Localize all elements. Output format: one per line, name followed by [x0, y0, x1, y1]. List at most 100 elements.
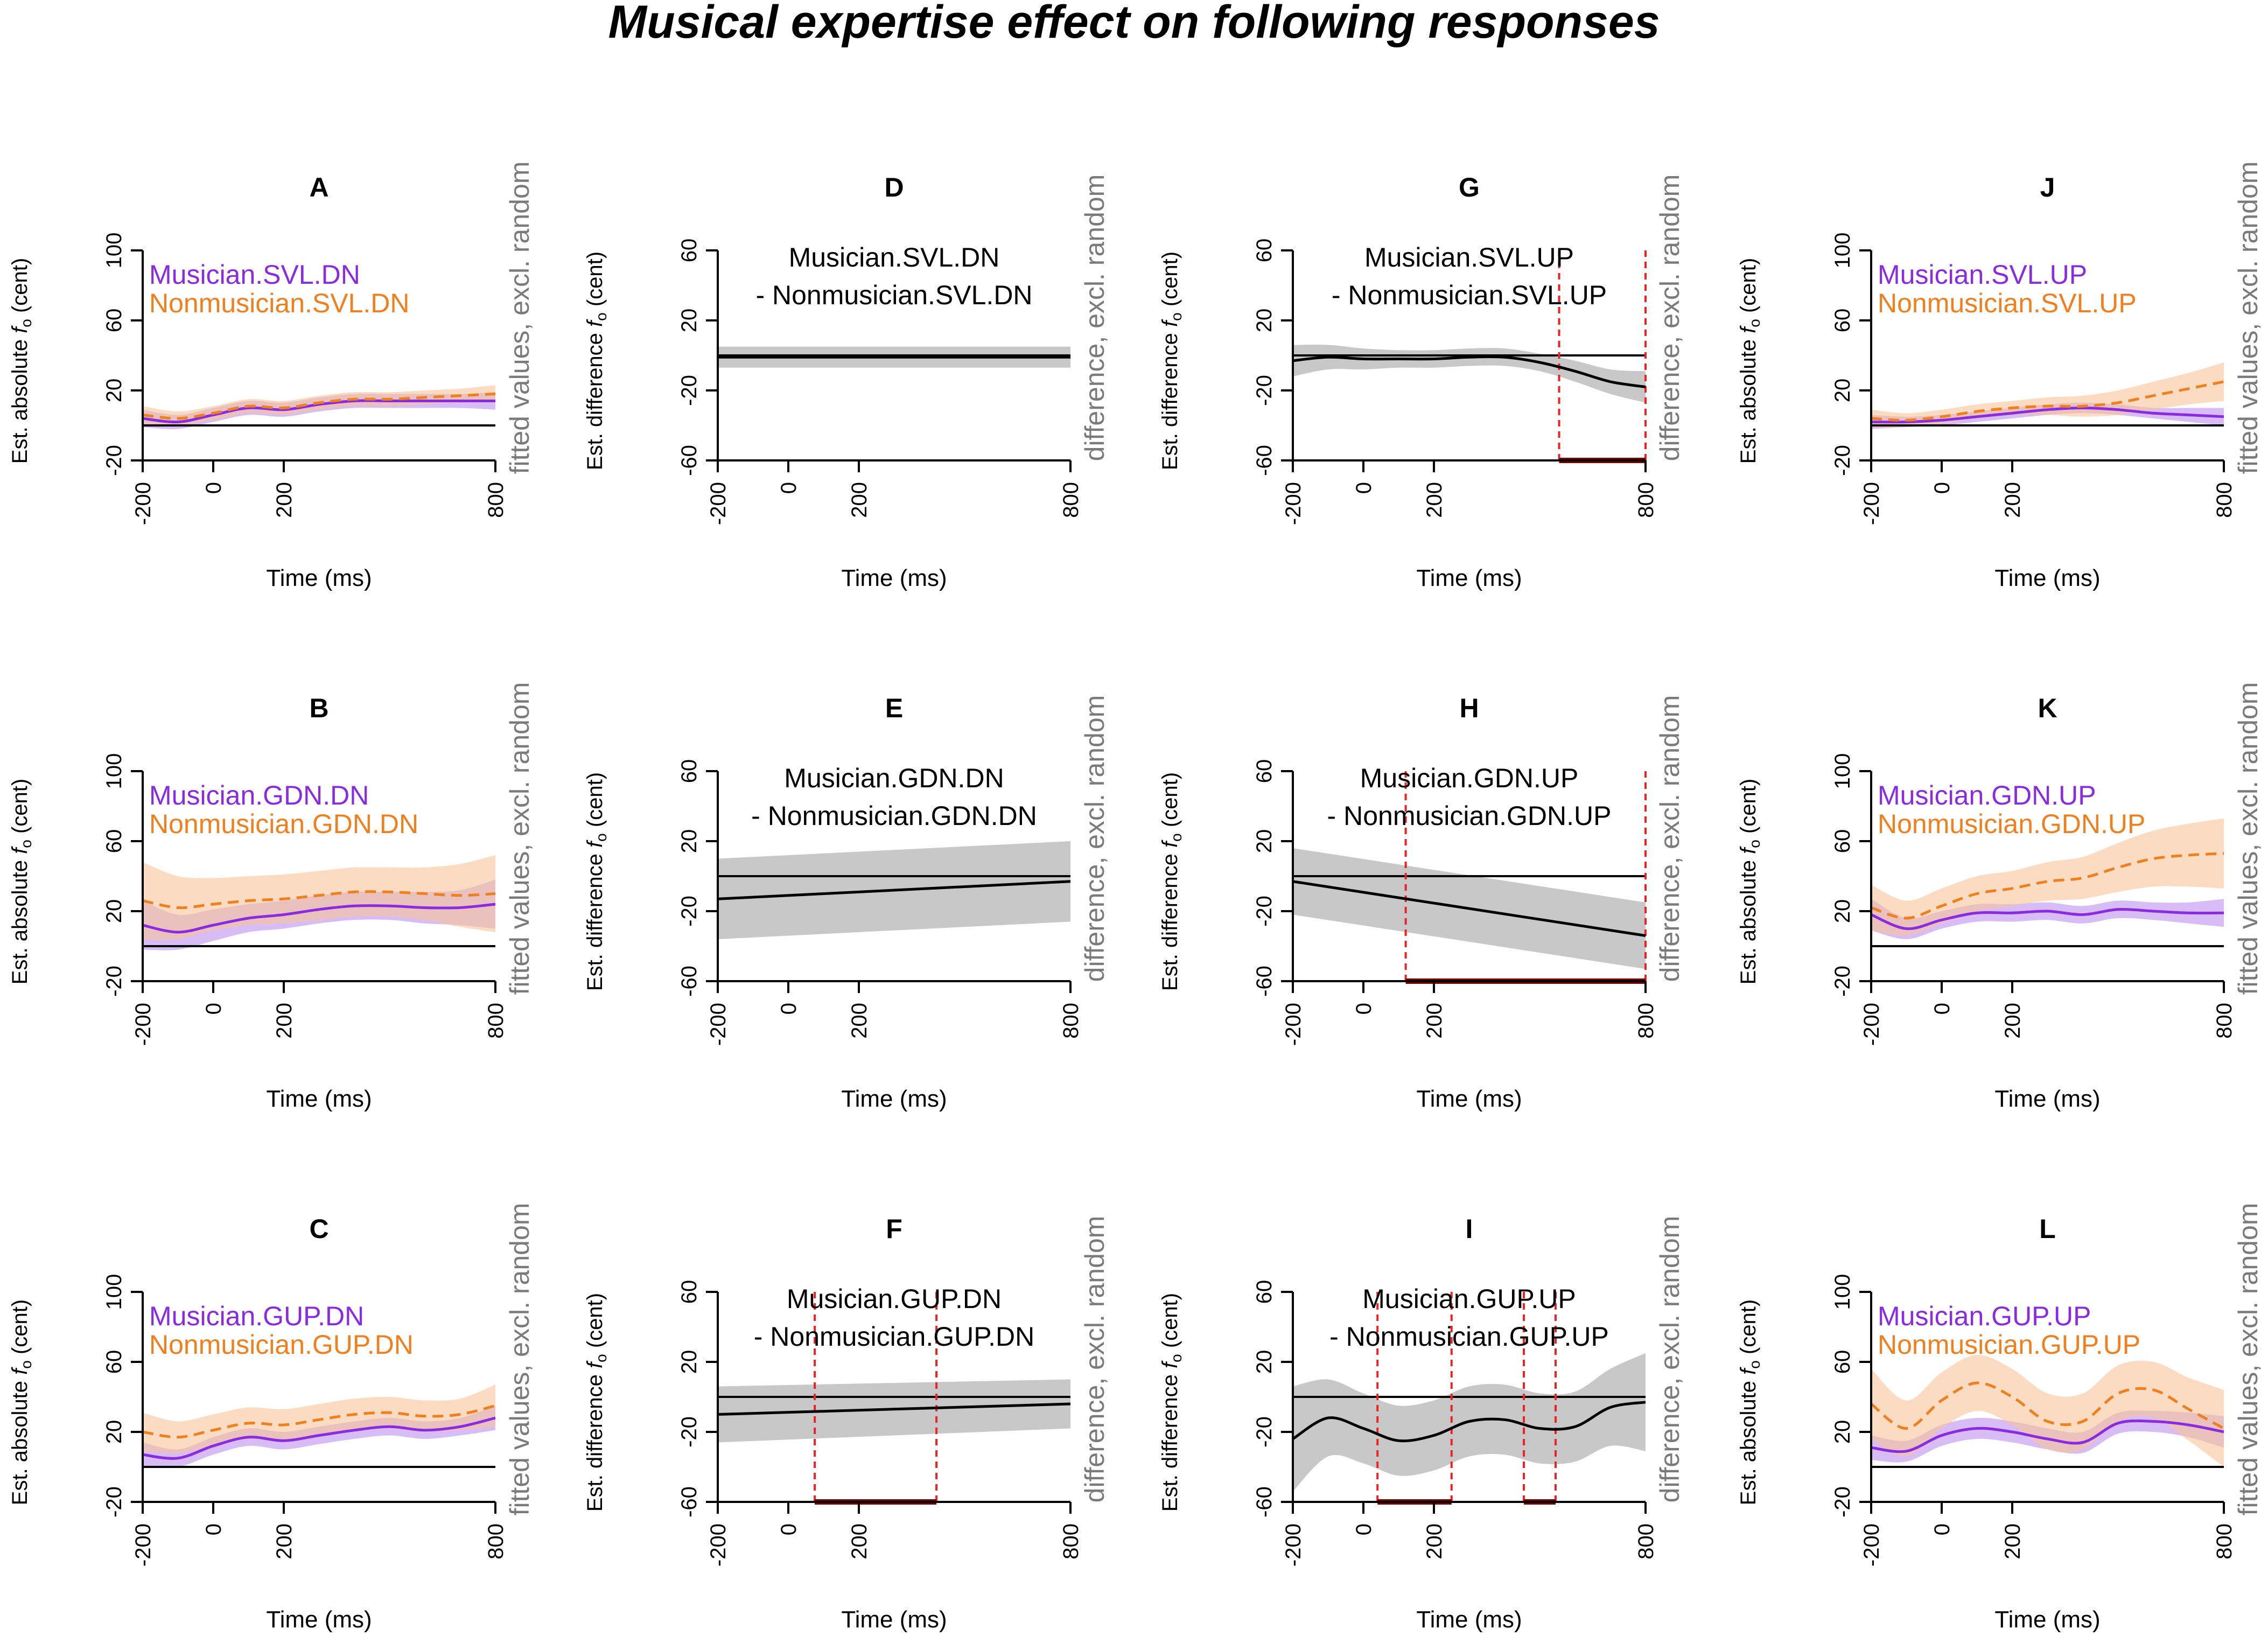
- y-tick-label: -20: [677, 896, 701, 927]
- y-tick-label: 60: [102, 829, 126, 854]
- y-tick-label: -60: [677, 966, 701, 997]
- y-tick-label: -20: [102, 1486, 126, 1518]
- x-tick-label: 0: [1352, 1523, 1376, 1535]
- x-axis-label: Time (ms): [1416, 1086, 1522, 1112]
- difference-label-line-1: Musician.GDN.UP: [1360, 763, 1579, 793]
- musician-fit-line: [1871, 908, 2224, 931]
- y-tick-label: 60: [1831, 1350, 1854, 1374]
- x-tick-label: -200: [1860, 1523, 1884, 1567]
- y-tick-label: 60: [677, 1280, 701, 1304]
- y-axis-label: Est. absolute fo (cent): [8, 1299, 34, 1505]
- y-axis-label: Est. absolute fo (cent): [8, 258, 34, 464]
- y-tick-label: 100: [1831, 753, 1854, 789]
- x-tick-label: 800: [1059, 482, 1083, 518]
- nonmusician-ci-band: [143, 855, 495, 940]
- y-tick-label: -60: [1252, 445, 1276, 476]
- difference-label-line-1: Musician.GDN.DN: [784, 763, 1004, 793]
- y-tick-label: 20: [1252, 829, 1276, 854]
- x-tick-label: -200: [1282, 1523, 1305, 1567]
- nonmusician-fit-line: [142, 1404, 496, 1439]
- y-tick-label: -20: [677, 375, 701, 406]
- x-tick-label: 0: [777, 1003, 801, 1015]
- y-tick-label: 60: [1831, 829, 1854, 854]
- legend-nonmusician: Nonmusician.GDN.UP: [1878, 809, 2145, 839]
- musician-fit-line: [142, 399, 495, 424]
- legend-musician: Musician.GDN.DN: [149, 780, 369, 810]
- difference-label-line-2: - Nonmusician.SVL.UP: [1332, 280, 1607, 310]
- y-tick-label: 60: [1252, 239, 1276, 263]
- difference-fit-line: [1292, 1401, 1646, 1443]
- x-tick-label: 200: [1423, 1523, 1446, 1560]
- x-axis-label: Time (ms): [266, 565, 372, 591]
- x-tick-label: 800: [484, 1523, 508, 1560]
- legend-musician: Musician.GUP.DN: [149, 1301, 364, 1331]
- side-label: fitted values, excl. random: [2233, 1203, 2263, 1516]
- x-tick-label: -200: [131, 482, 155, 525]
- panel-letter: J: [2040, 172, 2055, 202]
- x-tick-label: 200: [848, 482, 871, 518]
- nonmusician-fit-line: [142, 393, 496, 420]
- y-tick-label: -60: [1252, 1486, 1276, 1518]
- difference-label-line-1: Musician.SVL.DN: [789, 242, 1000, 272]
- x-tick-label: 0: [202, 1523, 226, 1535]
- difference-ci-band: [718, 1379, 1070, 1443]
- difference-label-line-1: Musician.GUP.DN: [787, 1284, 1002, 1314]
- figure-title: Musical expertise effect on following re…: [608, 0, 1660, 48]
- x-tick-label: 200: [2001, 1523, 2025, 1560]
- x-tick-label: 800: [1634, 482, 1658, 518]
- legend-nonmusician: Nonmusician.SVL.DN: [149, 288, 410, 318]
- y-tick-label: -60: [677, 445, 701, 476]
- x-tick-label: 200: [1423, 482, 1446, 518]
- x-tick-label: 0: [1930, 1003, 1954, 1015]
- nonmusician-ci-band: [1871, 1354, 2224, 1467]
- x-tick-label: 200: [272, 1523, 296, 1560]
- x-tick-label: 200: [848, 1523, 871, 1560]
- x-axis-label: Time (ms): [1994, 1086, 2100, 1112]
- y-axis-label: Est. absolute fo (cent): [1737, 258, 1763, 464]
- difference-ci-band: [1293, 345, 1646, 403]
- y-tick-label: 20: [102, 1420, 126, 1444]
- y-tick-label: 100: [102, 233, 126, 269]
- x-tick-label: 800: [484, 482, 508, 518]
- legend-musician: Musician.SVL.DN: [149, 260, 360, 290]
- x-tick-label: -200: [1860, 482, 1884, 525]
- difference-label-line-1: Musician.GUP.UP: [1362, 1284, 1576, 1314]
- panel-grid: AMusician.SVL.DNNonmusician.SVL.DN-20206…: [8, 162, 2263, 1633]
- x-tick-label: 200: [2001, 1003, 2025, 1039]
- side-label: difference, excl. random: [1080, 695, 1110, 982]
- panel-letter: C: [309, 1214, 328, 1244]
- side-label: difference, excl. random: [1080, 1216, 1110, 1503]
- y-tick-label: 100: [102, 1274, 126, 1310]
- x-tick-label: -200: [1282, 1003, 1305, 1046]
- side-label: difference, excl. random: [1655, 695, 1685, 982]
- difference-fit-line: [1292, 880, 1646, 937]
- y-tick-label: 20: [677, 309, 701, 333]
- panel-letter: K: [2038, 693, 2057, 723]
- legend-nonmusician: Nonmusician.SVL.UP: [1878, 288, 2137, 318]
- y-tick-label: -20: [1252, 375, 1276, 406]
- y-axis-label: Est. difference fo (cent): [1158, 251, 1185, 470]
- x-tick-label: 800: [1059, 1523, 1083, 1560]
- difference-label-line-2: - Nonmusician.GUP.UP: [1329, 1322, 1609, 1352]
- y-tick-label: 100: [1831, 233, 1854, 269]
- panel-letter: A: [309, 172, 328, 202]
- y-tick-label: 60: [102, 1350, 126, 1374]
- y-axis-label: Est. difference fo (cent): [1158, 772, 1185, 991]
- panel-letter: D: [884, 172, 904, 202]
- y-tick-label: 60: [102, 309, 126, 333]
- y-axis-label: Est. difference fo (cent): [583, 1293, 610, 1512]
- panel-letter: E: [885, 693, 903, 723]
- x-tick-label: 800: [2213, 482, 2236, 518]
- y-tick-label: 60: [677, 759, 701, 784]
- x-tick-label: 200: [2001, 482, 2025, 518]
- y-tick-label: 100: [1831, 1274, 1854, 1310]
- y-tick-label: 20: [1252, 309, 1276, 333]
- y-tick-label: 20: [1831, 899, 1854, 924]
- y-axis-label: Est. difference fo (cent): [583, 251, 610, 470]
